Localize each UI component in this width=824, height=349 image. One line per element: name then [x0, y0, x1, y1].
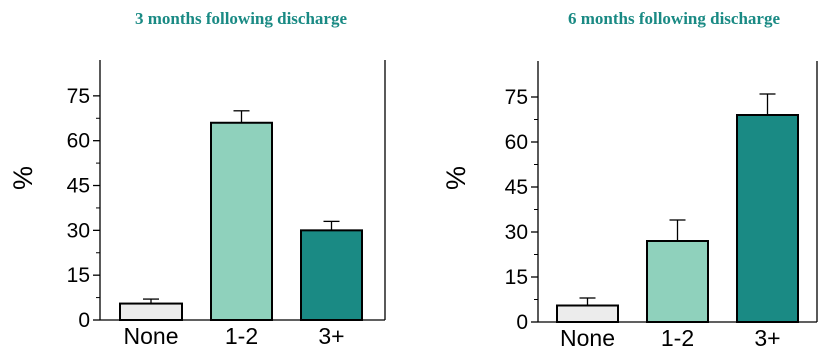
y-axis-label: %	[8, 166, 38, 190]
y-tick-label: 15	[67, 264, 90, 287]
x-tick-label: 1-2	[225, 323, 258, 349]
x-tick-label: None	[124, 323, 179, 349]
x-tick-label: 1-2	[661, 325, 694, 349]
bar	[119, 302, 183, 322]
y-tick-label: 60	[67, 130, 90, 153]
chart-6-months: 6 months following discharge% 0 15 30 45 60 75…	[441, 9, 818, 349]
y-axis-label: %	[441, 166, 471, 190]
bar	[556, 304, 619, 323]
x-tick-label: 3+	[318, 323, 344, 349]
bar	[300, 229, 363, 322]
y-tick-label: 0	[78, 309, 90, 332]
y-tick-label: 30	[505, 221, 528, 244]
y-tick-label: 60	[505, 131, 528, 154]
bar	[646, 240, 709, 323]
y-tick-label: 0	[516, 311, 528, 334]
x-tick-label: 3+	[754, 325, 780, 349]
chart-3-months: 3 months following discharge% 0 15 30 45 60 75…	[8, 9, 386, 349]
y-tick-label: 75	[67, 85, 90, 108]
y-tick-label: 30	[67, 219, 90, 242]
bar	[736, 114, 799, 323]
chart-title: 6 months following discharge	[568, 9, 780, 28]
x-tick-label: None	[560, 325, 615, 349]
y-tick-label: 45	[67, 175, 90, 198]
y-tick-label: 15	[505, 266, 528, 289]
chart-title: 3 months following discharge	[135, 9, 347, 28]
y-tick-label: 45	[505, 176, 528, 199]
y-tick-label: 75	[505, 86, 528, 109]
bar	[210, 121, 273, 321]
